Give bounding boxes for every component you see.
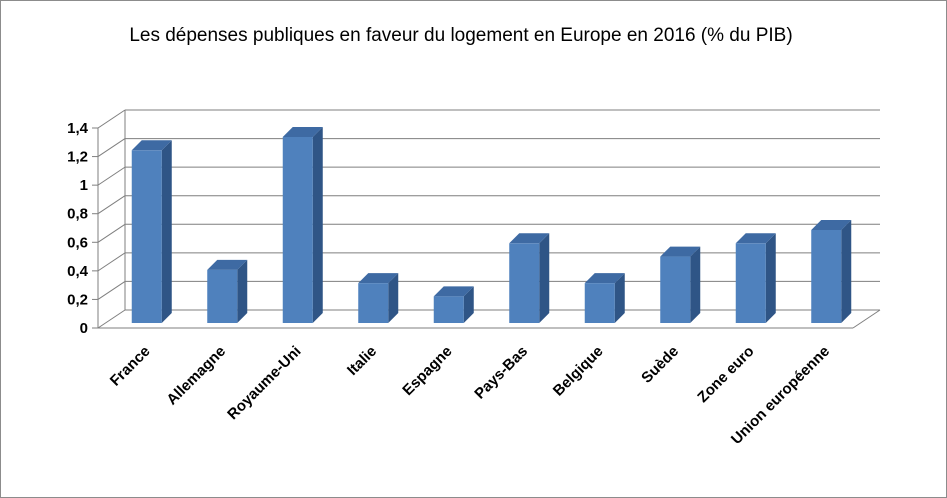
- x-tick-label: France: [107, 343, 154, 390]
- gridline-side: [97, 109, 126, 129]
- bar-side: [539, 233, 550, 323]
- bar-top: [735, 233, 776, 244]
- bar-side: [841, 220, 852, 323]
- x-tick-label: Espagne: [399, 343, 455, 399]
- bar-top: [207, 259, 248, 270]
- y-tick-label: 1,2: [67, 149, 88, 166]
- bar: [131, 140, 172, 323]
- gridline-side: [97, 252, 126, 272]
- bar-side: [312, 127, 323, 323]
- x-tick-label: Italie: [344, 343, 380, 379]
- gridline-side: [97, 223, 126, 243]
- bar: [433, 286, 474, 323]
- labels-layer: 0 0,2 0,4 0,6 0,8 1 1,2 1,4 France AllemagneRoyau…: [67, 120, 833, 448]
- bar: [509, 233, 550, 323]
- gridline-side: [97, 138, 126, 157]
- grid-layer: [97, 109, 880, 329]
- bars-layer: [131, 127, 852, 323]
- bar-top: [131, 140, 172, 151]
- bar-front: [358, 283, 389, 323]
- bar-front: [509, 243, 540, 323]
- y-tick-label: 0,6: [67, 234, 88, 251]
- gridline-side: [97, 309, 126, 329]
- bar-side: [388, 273, 399, 323]
- bar-front: [584, 283, 615, 323]
- bar-side: [765, 233, 776, 323]
- axis-layer: [92, 110, 881, 329]
- bar: [811, 220, 852, 323]
- bar: [660, 246, 701, 323]
- bar-top: [584, 273, 625, 284]
- bar-front: [735, 243, 766, 323]
- floor-right-edge: [852, 309, 881, 329]
- bar-side: [237, 259, 248, 323]
- bar-front: [282, 137, 313, 323]
- y-tick-label: 1,4: [67, 120, 89, 137]
- gridline-side: [97, 281, 126, 300]
- x-tick-label: Pays-Bas: [471, 343, 531, 403]
- bar-top: [509, 233, 550, 244]
- bar-side: [614, 273, 625, 323]
- y-tick-label: 0,8: [67, 206, 88, 223]
- bar: [282, 127, 323, 323]
- bar-top: [282, 127, 323, 137]
- bar-front: [660, 256, 691, 323]
- y-tick-label: 0: [80, 320, 88, 337]
- x-tick-label: Suède: [638, 343, 682, 387]
- x-tick-label: Allemagne: [163, 343, 229, 409]
- bar-front: [207, 269, 238, 323]
- bar: [358, 273, 399, 323]
- chart-title: Les dépenses publiques en faveur du loge…: [129, 25, 793, 46]
- x-tick-label: Belgique: [550, 343, 607, 400]
- bar-front: [131, 150, 162, 323]
- x-tick-label: Royaume-Uni: [224, 343, 304, 423]
- bar: [207, 259, 248, 323]
- y-tick-label: 1: [80, 177, 88, 194]
- gridline-side: [97, 195, 126, 215]
- bar-top: [433, 286, 474, 297]
- bar-side: [463, 286, 474, 323]
- bar-front: [811, 230, 842, 323]
- x-tick-label: Zone euro: [694, 343, 757, 406]
- gridline-side: [97, 166, 126, 186]
- bar-top: [811, 220, 852, 230]
- bar-top: [358, 273, 399, 284]
- bar-top: [660, 246, 701, 257]
- bar-side: [161, 140, 172, 323]
- y-tick-label: 0,2: [67, 291, 88, 308]
- bar: [735, 233, 776, 323]
- bar: [584, 273, 625, 323]
- y-tick-label: 0,4: [67, 263, 89, 280]
- bar-front: [433, 296, 464, 323]
- bar-side: [690, 246, 701, 323]
